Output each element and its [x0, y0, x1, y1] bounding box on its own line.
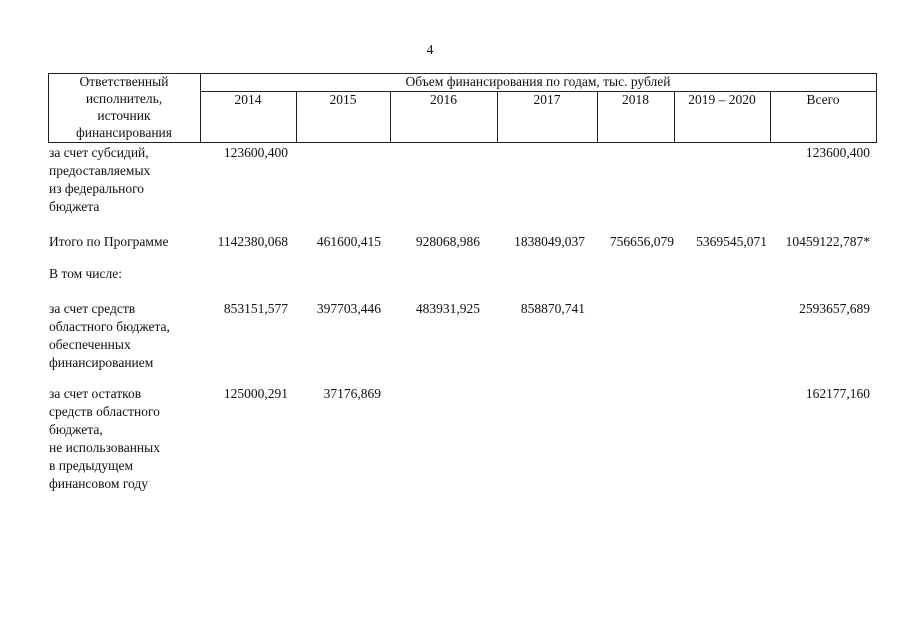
row-label: финансированием — [49, 355, 154, 370]
border — [770, 91, 771, 143]
header-first-col: источник — [97, 108, 151, 123]
border — [390, 91, 391, 143]
column-header: 2014 — [234, 92, 262, 107]
table-cell: 858870,741 — [520, 301, 585, 316]
table-cell: 37176,869 — [323, 386, 381, 401]
row-label: финансовом году — [49, 476, 149, 491]
border — [48, 73, 49, 143]
header-first-col: финансирования — [76, 125, 172, 140]
border — [497, 91, 498, 143]
table-cell: 5369545,071 — [696, 234, 767, 249]
table-cell: 928068,986 — [415, 234, 480, 249]
column-header: 2017 — [533, 92, 561, 107]
table-cell: 2593657,689 — [799, 301, 870, 316]
row-label: в предыдущем — [49, 458, 134, 473]
column-header: Всего — [806, 92, 840, 107]
table-cell: 162177,160 — [805, 386, 870, 401]
row-label: предоставляемых — [49, 163, 151, 178]
header-group-title: Объем финансирования по годам, тыс. рубл… — [405, 74, 671, 89]
row-label: областного бюджета, — [49, 319, 170, 334]
border — [200, 91, 877, 92]
table-cell: 756656,079 — [609, 234, 674, 249]
row-label: не использованных — [49, 440, 160, 455]
row-label: обеспеченных — [49, 337, 131, 352]
table-cell: 397703,446 — [316, 301, 381, 316]
table-cell: 853151,577 — [223, 301, 288, 316]
border — [876, 73, 877, 143]
header-first-col: исполнитель, — [85, 91, 163, 106]
header-first-col: Ответственный — [79, 74, 169, 89]
border — [48, 73, 877, 74]
row-label: В том числе: — [49, 266, 122, 281]
border — [200, 73, 201, 143]
column-header: 2019 – 2020 — [688, 92, 756, 107]
border — [597, 91, 598, 143]
row-label: Итого по Программе — [49, 234, 169, 249]
row-label: бюджета, — [49, 422, 103, 437]
table-cell: 461600,415 — [316, 234, 381, 249]
row-label: из федерального — [49, 181, 145, 196]
border — [48, 142, 877, 143]
table-cell: 10459122,787* — [785, 234, 870, 249]
column-header: 2018 — [622, 92, 649, 107]
border — [296, 91, 297, 143]
table-cell: 123600,400 — [223, 145, 288, 160]
row-label: за счет субсидий, — [49, 145, 149, 160]
table-cell: 1838049,037 — [514, 234, 585, 249]
border — [674, 91, 675, 143]
row-label: бюджета — [49, 199, 100, 214]
row-label: средств областного — [49, 404, 160, 419]
table-cell: 1142380,068 — [217, 234, 288, 249]
column-header: 2015 — [329, 92, 357, 107]
column-header: 2016 — [430, 92, 457, 107]
page-number: 4 — [426, 42, 434, 57]
row-label: за счет средств — [49, 301, 136, 316]
table-cell: 483931,925 — [415, 301, 480, 316]
table-cell: 123600,400 — [805, 145, 870, 160]
table-cell: 125000,291 — [223, 386, 288, 401]
row-label: за счет остатков — [49, 386, 142, 401]
